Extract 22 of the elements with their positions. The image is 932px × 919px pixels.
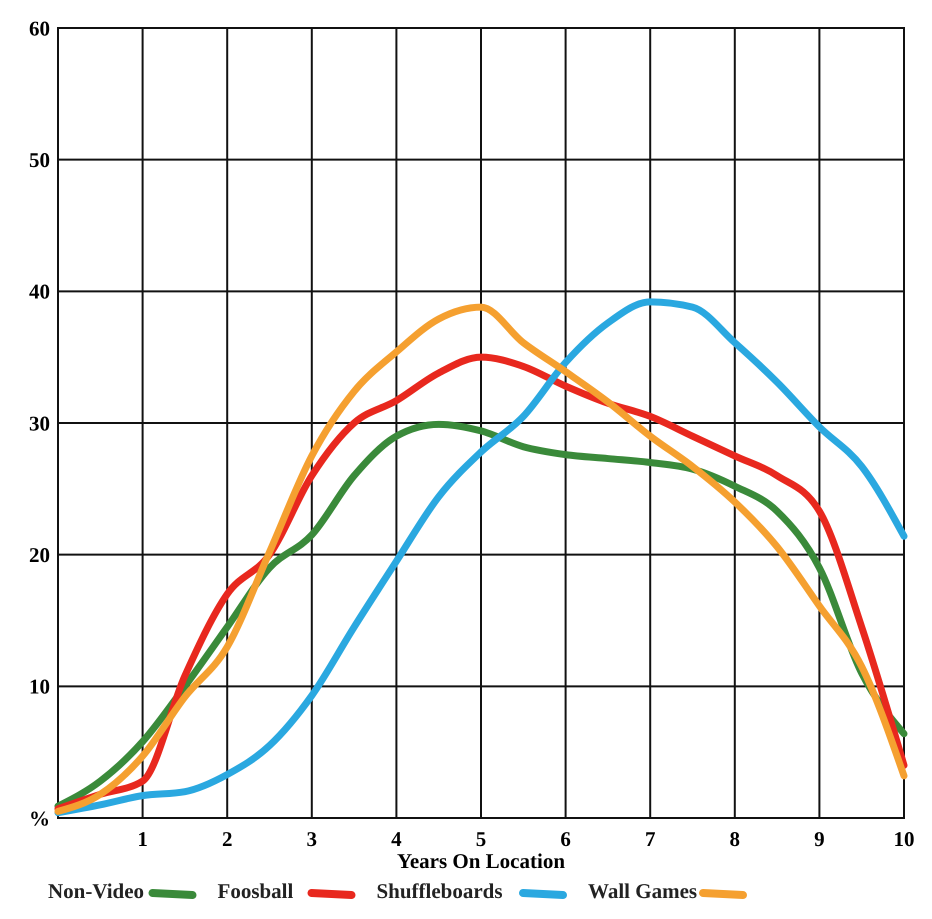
x-tick-label: 6: [560, 827, 571, 851]
x-tick-label: 3: [306, 827, 318, 851]
y-tick-label: 60: [29, 16, 50, 40]
y-tick-label: 10: [29, 674, 50, 699]
x-tick-label: 5: [476, 827, 486, 851]
legend-label: Non-Video: [48, 879, 144, 903]
x-tick-label: 8: [730, 827, 740, 851]
legend-label: Foosball: [218, 879, 294, 903]
x-tick-label: 9: [814, 827, 825, 851]
y-tick-label: 30: [29, 411, 50, 436]
x-axis-title: Years On Location: [397, 849, 566, 873]
legend-label: Shuffleboards: [376, 879, 503, 903]
y-tick-label: 20: [29, 543, 50, 568]
legend-label: Wall Games: [588, 879, 698, 903]
y-tick-label: %: [29, 806, 50, 830]
x-tick-label: 10: [894, 827, 914, 851]
x-tick-label: 1: [137, 827, 148, 851]
y-tick-label: 40: [29, 280, 50, 304]
x-tick-label: 2: [222, 827, 232, 851]
y-tick-label: 50: [29, 148, 50, 172]
x-tick-label: 7: [644, 827, 656, 851]
x-tick-label: 4: [391, 827, 402, 851]
